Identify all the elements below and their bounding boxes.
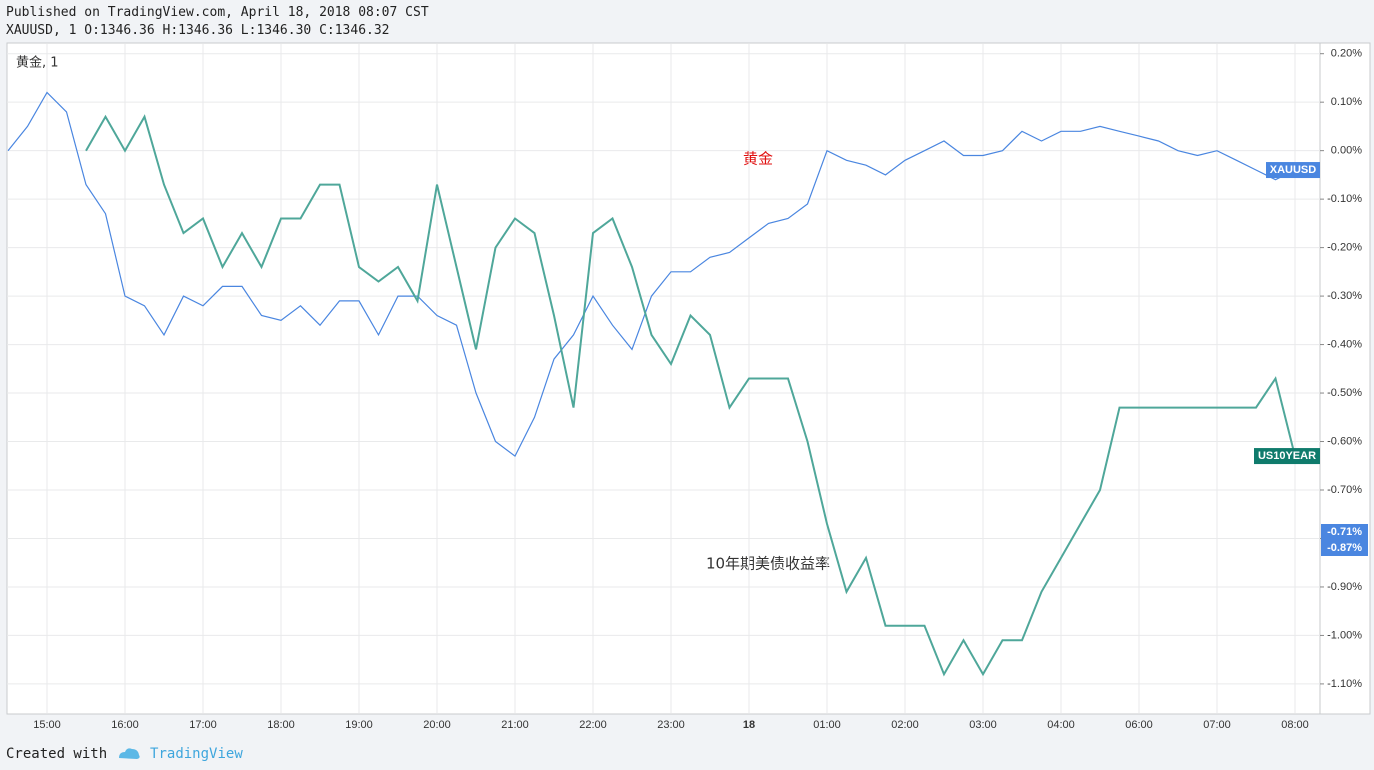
price-axis	[1319, 42, 1371, 715]
logo	[118, 748, 140, 759]
x-tick-label: 18	[743, 719, 755, 731]
x-tick-label: 21:00	[501, 719, 529, 731]
series-badge	[1266, 162, 1320, 179]
x-tick-label: 16:00	[111, 719, 139, 731]
symbol-line: XAUUSD, 1 O:1346.36 H:1346.36 L:1346.30 …	[6, 23, 390, 38]
footer: Created with TradingView	[6, 742, 243, 762]
x-tick-label: 08:00	[1281, 719, 1309, 731]
published-line: Published on TradingView.com, April 18, …	[6, 5, 429, 20]
y-tick-label: -0.10%	[1327, 193, 1362, 205]
price-badge: -0.71%	[1327, 526, 1362, 538]
x-tick-label: 03:00	[969, 719, 997, 731]
y-tick-label: 0.20%	[1331, 48, 1362, 60]
y-tick-label: 0.00%	[1331, 145, 1362, 157]
x-tick-label: 06:00	[1125, 719, 1153, 731]
y-tick-label: 0.10%	[1331, 96, 1362, 108]
y-tick-label: -0.20%	[1327, 242, 1362, 254]
x-tick-label: 17:00	[189, 719, 217, 731]
y-tick-label: -0.70%	[1327, 484, 1362, 496]
series-name: XAUUSD	[1270, 164, 1317, 176]
x-tick-label: 19:00	[345, 719, 373, 731]
legend-label: 黄金, 1	[16, 55, 59, 71]
y-tick-label: -0.60%	[1327, 435, 1362, 447]
series-line	[7, 91, 1296, 458]
price-badge: -0.87%	[1327, 542, 1362, 554]
series-line	[85, 114, 1296, 677]
y-tick-label: -0.50%	[1327, 387, 1362, 399]
grid	[7, 44, 1320, 713]
x-tick-label: 01:00	[813, 719, 841, 731]
y-tick-label: -0.30%	[1327, 290, 1362, 302]
y-tick-label: -1.00%	[1327, 629, 1362, 641]
annotation: 黄金	[743, 150, 773, 168]
brand[interactable]: TradingView	[150, 746, 243, 762]
series-badge	[1254, 448, 1320, 465]
x-tick-label: 07:00	[1203, 719, 1231, 731]
created-with: Created with	[6, 746, 108, 762]
y-tick-label: -0.40%	[1327, 338, 1362, 350]
x-tick-label: 02:00	[891, 719, 919, 731]
x-tick-label: 22:00	[579, 719, 607, 731]
y-tick-label: -1.10%	[1327, 678, 1362, 690]
y-tick-label: -0.90%	[1327, 581, 1362, 593]
plot-area	[6, 42, 1321, 715]
annotation: 10年期美债收益率	[706, 555, 830, 573]
x-tick-label: 15:00	[33, 719, 61, 731]
x-tick-label: 04:00	[1047, 719, 1075, 731]
x-tick-label: 23:00	[657, 719, 685, 731]
chart: 黄金, 1 黄金 10年期美债收益率 0.20% 0.10% 0.00% -0.10%…	[6, 42, 1371, 731]
x-tick-label: 18:00	[267, 719, 295, 731]
series-name: US10YEAR	[1258, 450, 1316, 462]
x-tick-label: 20:00	[423, 719, 451, 731]
price-badge-bg	[1321, 524, 1368, 556]
